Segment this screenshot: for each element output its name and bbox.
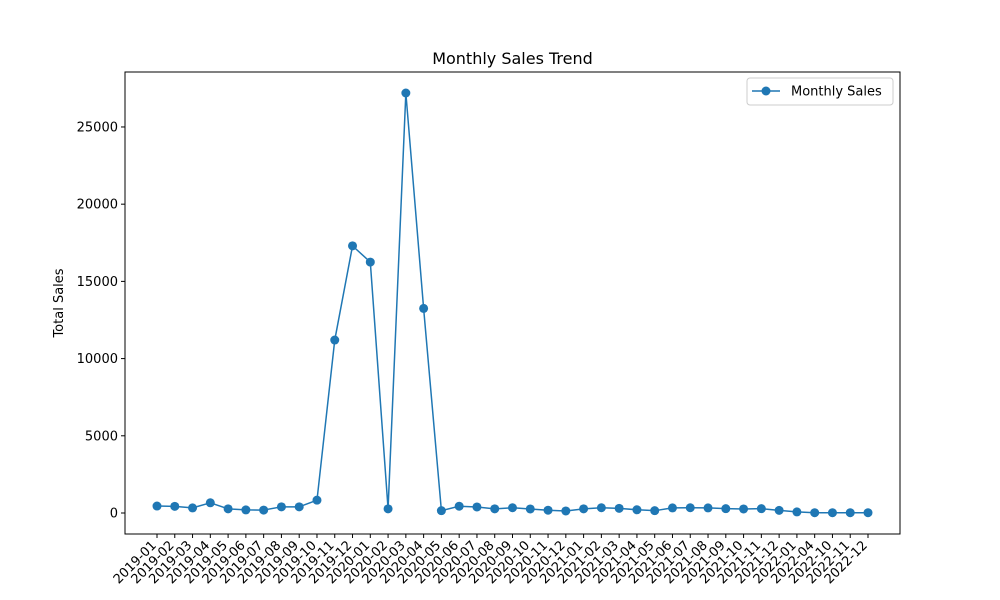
data-point <box>348 241 358 251</box>
data-point <box>721 504 731 514</box>
data-point <box>383 504 393 514</box>
data-point <box>685 503 695 513</box>
data-point <box>294 502 304 512</box>
data-point <box>276 502 286 512</box>
series-line <box>156 92 868 514</box>
chart-title: Monthly Sales Trend <box>432 49 593 68</box>
y-tick-label: 10000 <box>77 352 118 367</box>
data-point <box>792 507 802 517</box>
data-point <box>774 505 784 515</box>
data-point <box>703 503 713 513</box>
data-point <box>365 257 375 267</box>
data-point <box>436 506 446 516</box>
data-point <box>827 508 837 518</box>
y-axis-label: Total Sales <box>52 268 67 338</box>
y-tick-label: 20000 <box>77 198 118 213</box>
data-point <box>810 508 820 518</box>
data-point <box>614 503 624 513</box>
data-point <box>205 498 215 508</box>
data-point <box>845 508 855 518</box>
legend: Monthly Sales <box>746 77 894 106</box>
data-point <box>667 503 677 513</box>
data-point <box>419 303 429 313</box>
data-point <box>401 88 411 98</box>
data-point <box>490 504 500 514</box>
data-point <box>330 335 340 345</box>
data-point <box>561 506 571 516</box>
data-point <box>596 503 606 513</box>
y-tick-label: 5000 <box>85 429 118 444</box>
data-point <box>472 502 482 512</box>
legend-marker <box>761 86 771 96</box>
data-point <box>632 505 642 515</box>
data-point <box>579 504 589 514</box>
y-tick-label: 15000 <box>77 275 118 290</box>
y-tick-label: 0 <box>110 507 118 522</box>
data-point <box>525 504 535 514</box>
data-point <box>454 501 464 511</box>
plot-area: 05000100001500020000250002019-012019-022… <box>77 71 901 587</box>
data-point <box>259 505 269 515</box>
plot-frame <box>124 71 901 535</box>
data-point <box>863 508 873 518</box>
data-point <box>543 505 553 515</box>
data-point <box>756 504 766 514</box>
legend-label: Monthly Sales <box>791 85 882 100</box>
y-tick-label: 25000 <box>77 120 118 135</box>
data-point <box>188 503 198 513</box>
data-point <box>739 504 749 514</box>
data-point <box>650 506 660 516</box>
legend-box <box>746 77 894 106</box>
data-point <box>508 503 517 513</box>
data-point <box>312 495 322 505</box>
data-point <box>170 501 180 511</box>
data-point <box>223 504 233 514</box>
data-point <box>241 505 251 515</box>
data-point <box>152 501 162 511</box>
